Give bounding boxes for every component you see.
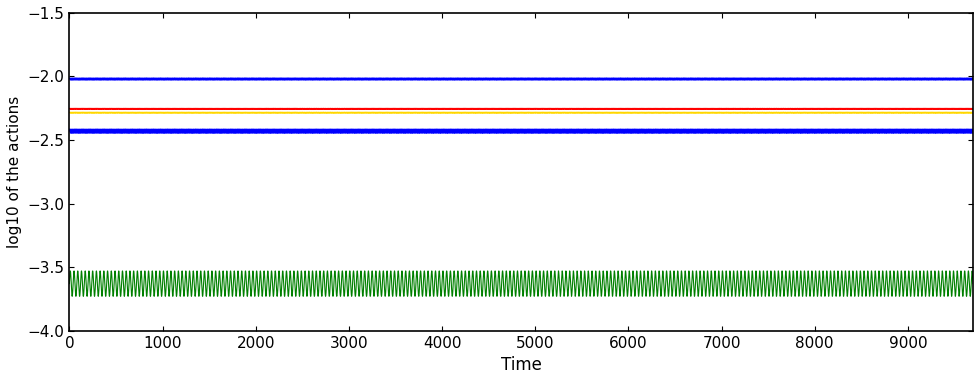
- Y-axis label: log10 of the actions: log10 of the actions: [7, 96, 22, 248]
- X-axis label: Time: Time: [501, 356, 542, 374]
